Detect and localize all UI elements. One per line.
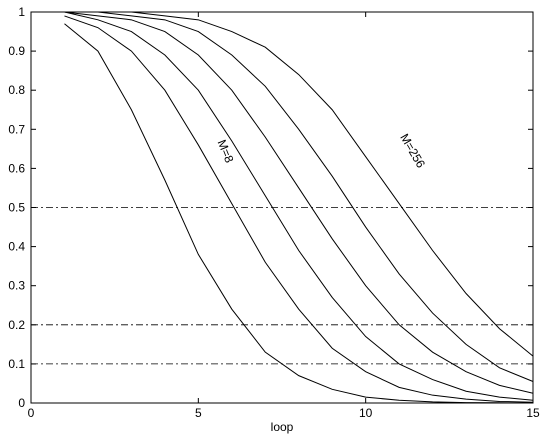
series-lines — [64, 11, 534, 404]
series-line — [64, 11, 534, 394]
series-line — [64, 23, 534, 404]
x-axis-label: loop — [271, 420, 294, 434]
y-tick-label: 0.1 — [8, 357, 25, 371]
series-line — [64, 11, 534, 382]
y-tick-label: 0.5 — [8, 201, 25, 215]
series-line — [64, 11, 534, 357]
y-tick-label: 1 — [18, 5, 25, 19]
x-axis: 0 5 10 15 — [28, 12, 540, 420]
y-tick-label: 0.8 — [8, 83, 25, 97]
x-tick-label: 15 — [526, 406, 540, 420]
y-tick-label: 0.9 — [8, 44, 25, 58]
y-tick-label: 0.2 — [8, 318, 25, 332]
y-tick-label: 0 — [18, 396, 25, 410]
series-line — [64, 15, 534, 403]
x-tick-label: 10 — [359, 406, 373, 420]
y-tick-label: 0.3 — [8, 279, 25, 293]
y-tick-label: 0.6 — [8, 161, 25, 175]
y-tick-label: 0.4 — [8, 240, 25, 254]
x-tick-label: 0 — [28, 406, 35, 420]
y-tick-label: 0.7 — [8, 122, 25, 136]
y-axis: 0 0.1 0.2 0.3 0.4 0.5 0.6 0.7 0.8 0.9 1 — [8, 5, 533, 410]
series-line — [64, 11, 534, 401]
x-tick-label: 5 — [195, 406, 202, 420]
